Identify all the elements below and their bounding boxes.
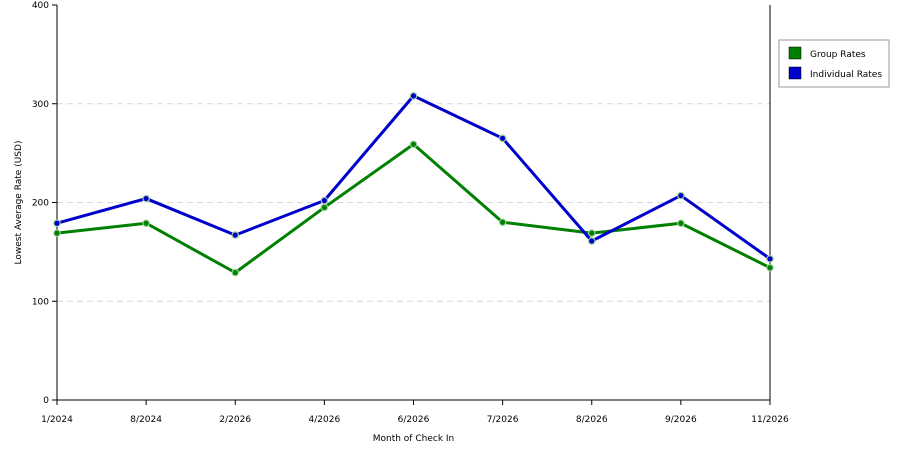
- data-point-group-rates: [766, 263, 774, 272]
- series: [53, 92, 774, 277]
- series-line-group-rates: [56, 142, 771, 275]
- x-tick-label: 2/2026: [219, 415, 251, 425]
- data-point-group-rates: [409, 140, 418, 149]
- data-point-individual-rates: [409, 92, 418, 100]
- data-point-individual-rates: [677, 191, 685, 200]
- x-tick-label: 4/2026: [309, 415, 341, 425]
- data-point-individual-rates: [587, 237, 596, 245]
- x-tick-label: 8/2024: [130, 415, 162, 425]
- x-tick-label: 9/2026: [665, 415, 697, 425]
- data-point-individual-rates: [142, 194, 150, 203]
- data-point-individual-rates: [320, 196, 329, 205]
- x-tick-label: 8/2026: [576, 415, 608, 425]
- legend-label-individual-rates: Individual Rates: [810, 70, 882, 80]
- data-point-group-rates: [320, 203, 329, 212]
- data-point-group-rates: [53, 229, 61, 237]
- y-tick-label: 200: [32, 199, 49, 209]
- legend-swatch-group-rates: [788, 46, 802, 60]
- series-individual-rates: [53, 92, 774, 263]
- data-point-individual-rates: [53, 219, 61, 228]
- data-point-group-rates: [498, 218, 507, 227]
- x-tick-label: 1/2024: [41, 415, 73, 425]
- x-tick-label: 7/2026: [487, 415, 519, 425]
- data-point-individual-rates: [498, 134, 507, 143]
- legend: Group Rates Individual Rates: [778, 39, 890, 88]
- y-tick-label: 100: [32, 297, 49, 307]
- y-tick-label: 300: [32, 100, 49, 110]
- y-ticks: 0 100 200 300 400: [32, 1, 57, 406]
- data-point-group-rates: [142, 219, 150, 228]
- x-tick-label: 6/2026: [398, 415, 430, 425]
- data-point-group-rates: [677, 219, 685, 228]
- x-axis-title: Month of Check In: [373, 434, 455, 444]
- data-point-group-rates: [231, 268, 240, 277]
- data-point-individual-rates: [231, 231, 240, 239]
- x-tick-label: 11/2026: [751, 415, 789, 425]
- series-group-rates: [53, 140, 774, 277]
- x-ticks: 1/2024 8/2024 2/2026 4/2026 6/2026 7/2026 8/20…: [41, 400, 789, 425]
- data-point-individual-rates: [766, 254, 774, 263]
- legend-swatch-individual-rates: [788, 66, 802, 80]
- y-tick-label: 0: [43, 396, 49, 406]
- y-tick-label: 400: [32, 1, 49, 11]
- legend-label-group-rates: Group Rates: [810, 50, 866, 60]
- gridlines: [57, 103, 770, 302]
- y-axis-title: Lowest Average Rate (USD): [14, 141, 24, 265]
- data-point-group-rates: [587, 229, 596, 237]
